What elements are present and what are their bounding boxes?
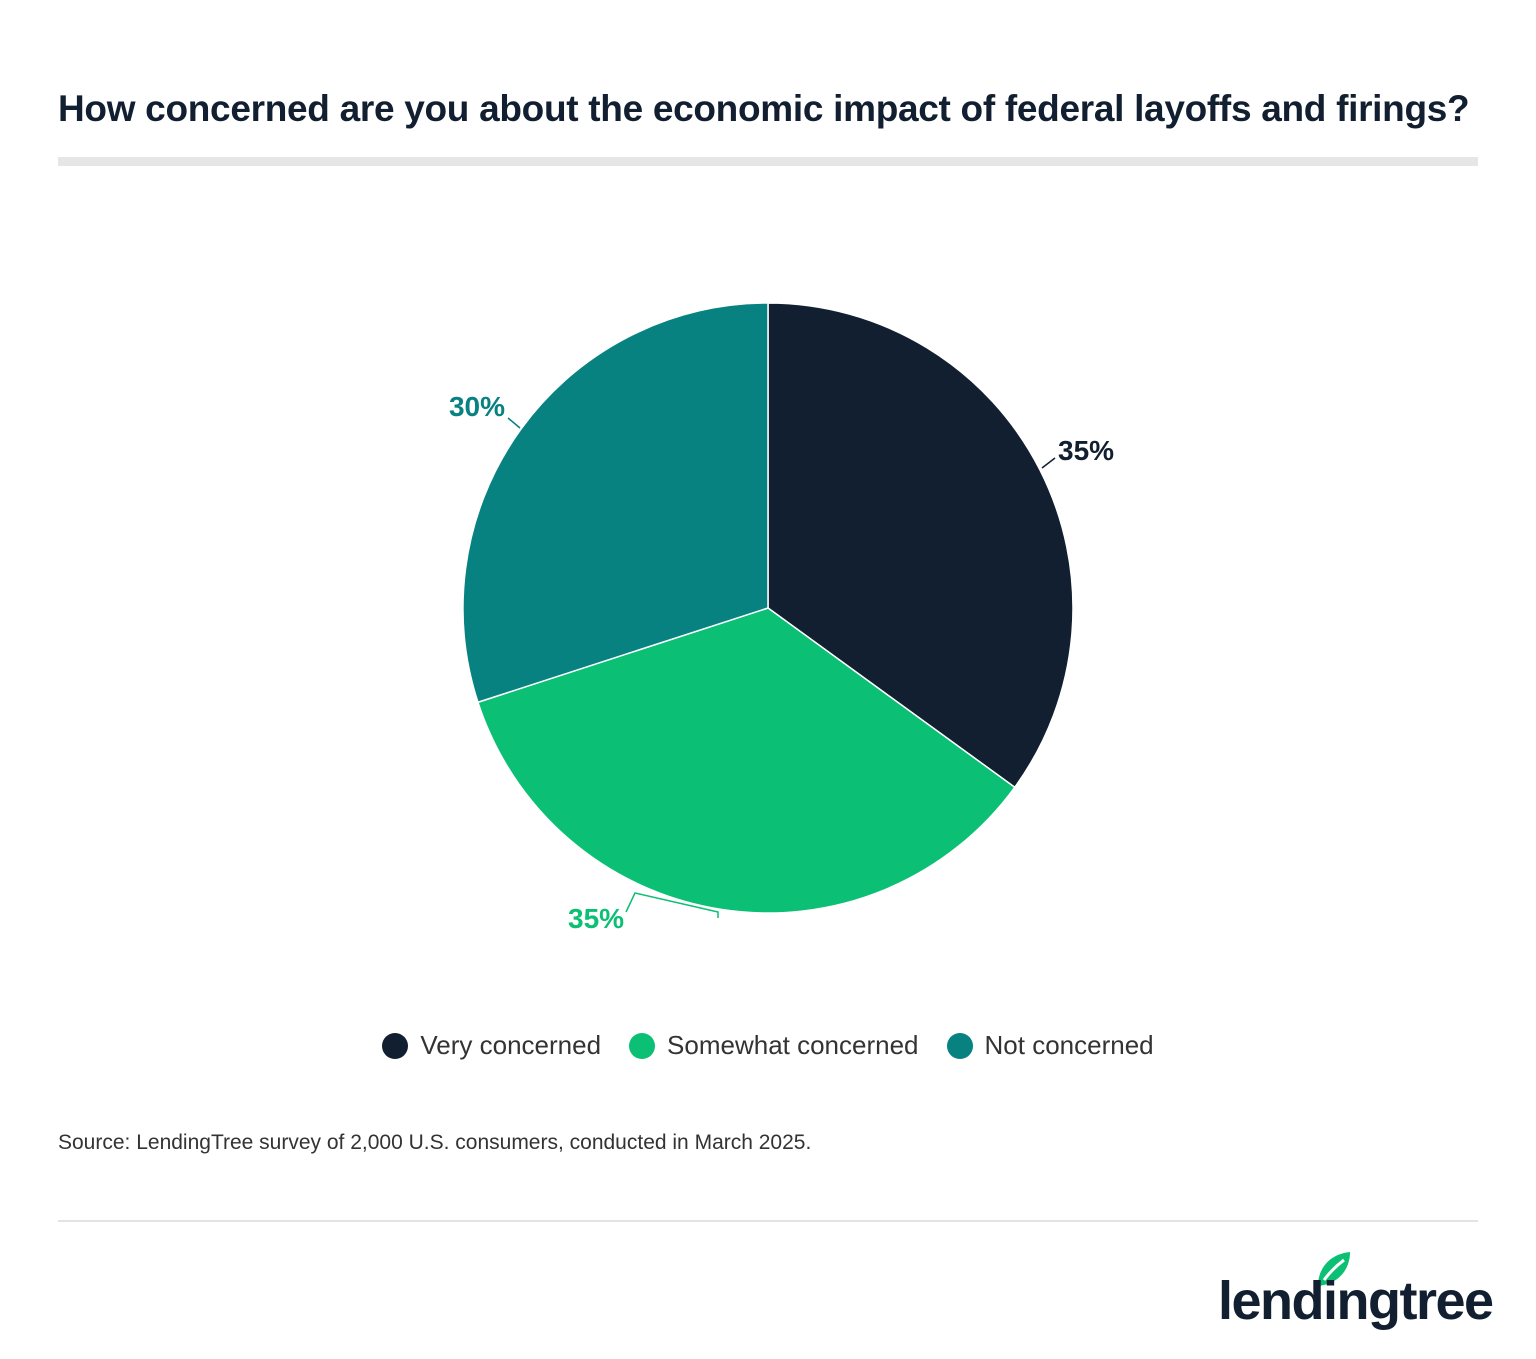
source-note: Source: LendingTree survey of 2,000 U.S.… <box>58 1131 812 1154</box>
leader-line <box>625 892 719 918</box>
pie-slice-somewhat-concerned <box>476 607 1016 914</box>
chart-title: How concerned are you about the economic… <box>58 88 1470 129</box>
pie-slice-very-concerned <box>767 302 1074 789</box>
legend-swatch <box>382 1032 409 1059</box>
lendingtree-logo: lendingtree <box>1218 1271 1494 1331</box>
leaf-icon <box>1318 1252 1350 1286</box>
pie-chart: 35% 35% 30% <box>449 302 1114 934</box>
leader-line <box>507 417 521 429</box>
data-label: 35% <box>1058 435 1114 466</box>
data-label: 30% <box>449 391 505 422</box>
legend-item-somewhat-concerned: Somewhat concerned <box>629 1030 919 1061</box>
footer-divider <box>58 1220 1478 1222</box>
leader-line <box>1041 457 1056 469</box>
legend-label: Not concerned <box>984 1030 1154 1060</box>
legend-swatch <box>946 1032 973 1059</box>
legend-item-very-concerned: Very concerned <box>382 1030 601 1061</box>
legend-label: Very concerned <box>420 1030 602 1060</box>
legend-item-not-concerned: Not concerned <box>946 1030 1154 1061</box>
legend-label: Somewhat concerned <box>667 1030 919 1060</box>
legend-swatch <box>629 1032 656 1059</box>
pie-slice-not-concerned <box>462 302 769 704</box>
title-divider <box>58 157 1478 166</box>
data-label: 35% <box>568 903 624 934</box>
legend: Very concerned Somewhat concerned Not co… <box>0 1030 1536 1061</box>
